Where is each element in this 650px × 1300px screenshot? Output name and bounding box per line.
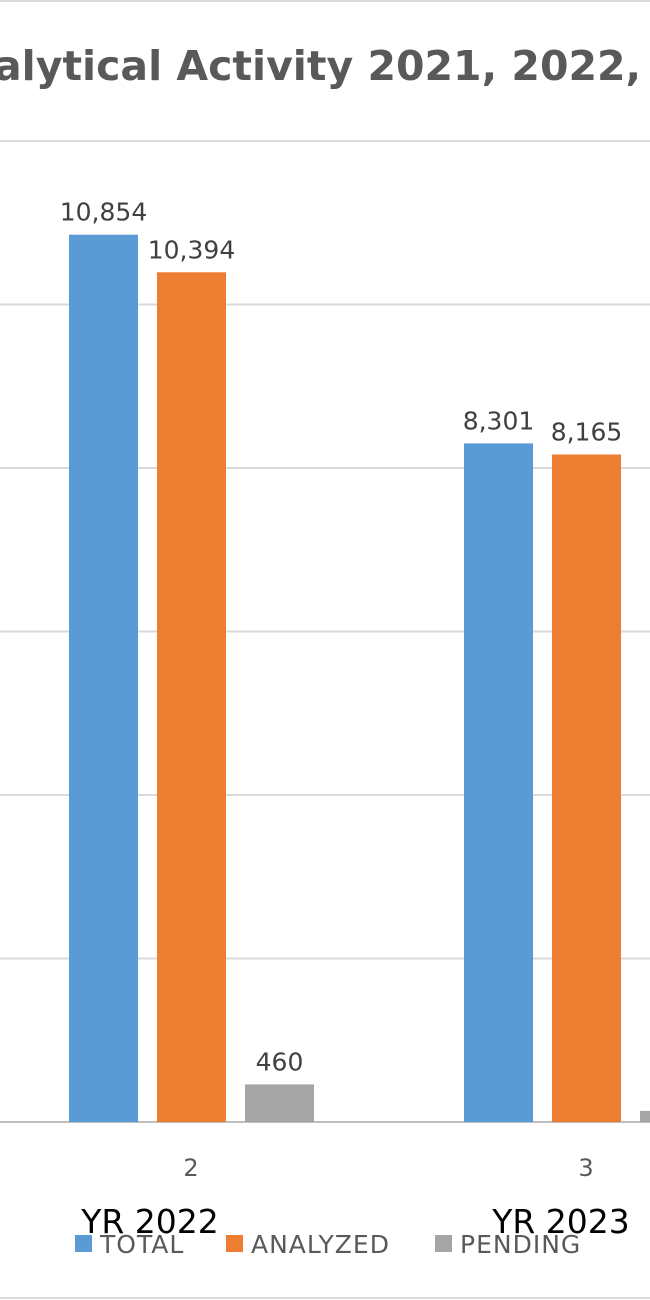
category-name-label: YR 2022 <box>80 1202 219 1241</box>
legend-swatch-pending <box>435 1235 452 1252</box>
bar-total-2 <box>69 234 138 1123</box>
data-label-analyzed-3: 8,165 <box>551 418 623 447</box>
bar-pending-2 <box>245 1084 314 1122</box>
chart-area-border-top <box>0 0 650 2</box>
data-label-total-3: 8,301 <box>463 406 535 435</box>
data-label-analyzed-2: 10,394 <box>148 235 235 264</box>
legend-swatch-analyzed <box>226 1235 243 1252</box>
chart-area-border-bottom <box>0 1297 650 1299</box>
bar-analyzed-3 <box>552 454 621 1123</box>
legend-swatch-total <box>75 1235 92 1252</box>
legend-label-analyzed: ANALYZED <box>251 1230 390 1259</box>
bar-pending-3 <box>640 1110 650 1122</box>
x-tick-label: 2 <box>183 1154 198 1182</box>
legend: TOTAL ANALYZED PENDING <box>75 1230 581 1259</box>
bar-total-3 <box>464 443 533 1122</box>
data-label-total-2: 10,854 <box>60 198 147 227</box>
data-labels: 10,854 8,301 10,394 8,165 460 <box>60 198 623 1077</box>
data-label-pending-2: 460 <box>256 1047 304 1076</box>
x-tick-label: 3 <box>578 1154 593 1182</box>
legend-label-pending: PENDING <box>460 1230 581 1259</box>
bar-analyzed-2 <box>157 272 226 1122</box>
chart-title: alytical Activity 2021, 2022, 2 <box>0 42 650 90</box>
category-name-overlays: YR 2022 YR 2023 <box>80 1202 630 1241</box>
bars <box>69 234 650 1123</box>
category-name-label: YR 2023 <box>491 1202 630 1241</box>
legend-label-total: TOTAL <box>99 1230 184 1259</box>
